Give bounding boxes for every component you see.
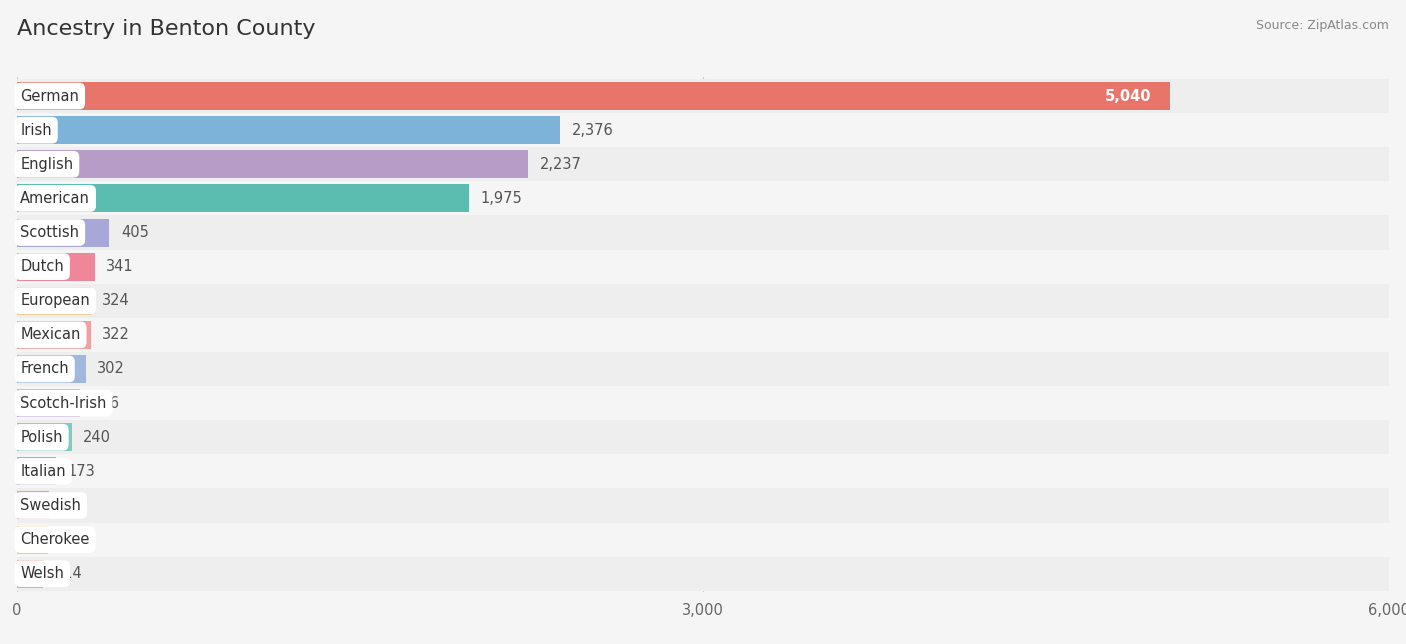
Text: English: English: [20, 156, 73, 172]
Text: Polish: Polish: [20, 430, 63, 445]
Bar: [17, 386, 1389, 420]
Bar: [17, 556, 1389, 591]
Text: Swedish: Swedish: [20, 498, 82, 513]
Bar: [17, 321, 90, 349]
Bar: [17, 355, 86, 383]
Bar: [17, 420, 1389, 454]
Bar: [17, 252, 94, 281]
Text: Dutch: Dutch: [20, 259, 65, 274]
Text: 173: 173: [67, 464, 96, 479]
Text: 114: 114: [55, 566, 82, 582]
Bar: [17, 250, 1389, 284]
Bar: [17, 454, 1389, 488]
Text: 322: 322: [103, 327, 129, 343]
Text: Ancestry in Benton County: Ancestry in Benton County: [17, 19, 315, 39]
Bar: [17, 82, 1170, 110]
Bar: [17, 318, 1389, 352]
Text: American: American: [20, 191, 90, 206]
Bar: [17, 526, 48, 554]
Bar: [17, 113, 1389, 147]
Text: 2,376: 2,376: [572, 122, 613, 138]
Bar: [17, 218, 110, 247]
Text: 324: 324: [103, 293, 131, 308]
Bar: [17, 560, 44, 588]
Text: 240: 240: [83, 430, 111, 445]
Text: Mexican: Mexican: [20, 327, 80, 343]
Text: Source: ZipAtlas.com: Source: ZipAtlas.com: [1256, 19, 1389, 32]
Bar: [17, 284, 1389, 318]
Bar: [17, 488, 1389, 522]
Text: Italian: Italian: [20, 464, 66, 479]
Text: Welsh: Welsh: [20, 566, 65, 582]
Text: German: German: [20, 88, 79, 104]
Text: 302: 302: [97, 361, 125, 377]
Bar: [17, 287, 91, 315]
Text: 5,040: 5,040: [1105, 88, 1152, 104]
Text: 405: 405: [121, 225, 149, 240]
Text: Scotch-Irish: Scotch-Irish: [20, 395, 107, 411]
Text: French: French: [20, 361, 69, 377]
Bar: [17, 150, 529, 178]
Bar: [17, 491, 49, 520]
Text: 139: 139: [60, 498, 87, 513]
Bar: [17, 389, 80, 417]
Bar: [17, 79, 1389, 113]
Bar: [17, 457, 56, 486]
Bar: [17, 182, 1389, 216]
Text: 1,975: 1,975: [479, 191, 522, 206]
Text: 341: 341: [107, 259, 134, 274]
Bar: [17, 116, 560, 144]
Bar: [17, 423, 72, 451]
Text: Cherokee: Cherokee: [20, 532, 90, 547]
Bar: [17, 147, 1389, 182]
Text: Scottish: Scottish: [20, 225, 79, 240]
Text: 2,237: 2,237: [540, 156, 582, 172]
Text: 138: 138: [60, 532, 87, 547]
Bar: [17, 216, 1389, 250]
Text: Irish: Irish: [20, 122, 52, 138]
Text: 276: 276: [91, 395, 120, 411]
Bar: [17, 184, 468, 213]
Bar: [17, 522, 1389, 556]
Text: European: European: [20, 293, 90, 308]
Bar: [17, 352, 1389, 386]
